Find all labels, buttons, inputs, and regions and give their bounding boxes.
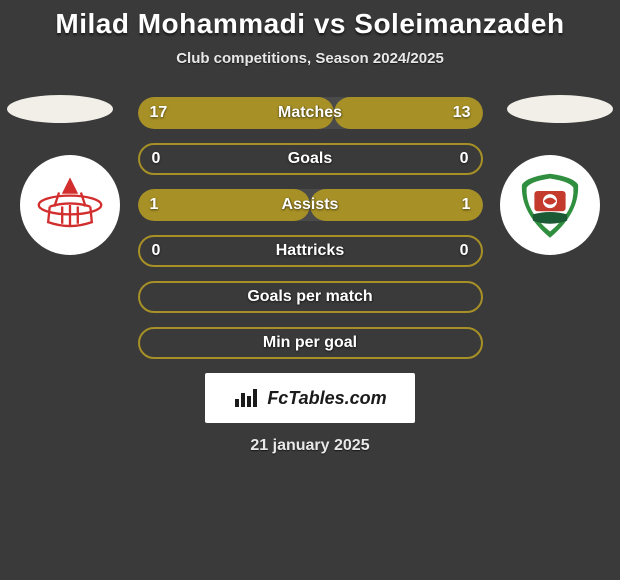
logo-bars-icon: [233, 387, 261, 409]
stat-value-right: 13: [453, 104, 471, 122]
stat-value-right: 0: [460, 242, 469, 260]
club-crest-right-icon: [511, 166, 589, 244]
stat-label: Goals: [288, 150, 332, 168]
flag-left: [7, 95, 113, 123]
flag-right: [507, 95, 613, 123]
stat-row: Assists 1 1: [138, 189, 483, 221]
stat-row: Min per goal: [138, 327, 483, 359]
stat-label: Assists: [282, 196, 339, 214]
stat-label: Goals per match: [247, 288, 372, 306]
stat-row: Goals 0 0: [138, 143, 483, 175]
subtitle: Club competitions, Season 2024/2025: [0, 50, 620, 67]
stat-label: Hattricks: [276, 242, 344, 260]
crest-left: [20, 155, 120, 255]
logo-plate: FcTables.com: [205, 373, 415, 423]
stat-row: Hattricks 0 0: [138, 235, 483, 267]
page-title: Milad Mohammadi vs Soleimanzadeh: [0, 8, 620, 40]
stat-value-left: 17: [150, 104, 168, 122]
stat-row: Matches 17 13: [138, 97, 483, 129]
stat-value-left: 0: [152, 150, 161, 168]
stat-value-right: 1: [462, 196, 471, 214]
crest-right: [500, 155, 600, 255]
stat-value-left: 0: [152, 242, 161, 260]
stat-value-left: 1: [150, 196, 159, 214]
logo-text: FcTables.com: [267, 388, 386, 409]
club-crest-left-icon: [31, 166, 109, 244]
stat-value-right: 0: [460, 150, 469, 168]
comparison-card: Milad Mohammadi vs Soleimanzadeh Club co…: [0, 0, 620, 580]
stat-label: Min per goal: [263, 334, 357, 352]
stats-arena: Matches1713Goals00Assists11Hattricks00Go…: [0, 95, 620, 455]
stats-list: Matches1713Goals00Assists11Hattricks00Go…: [138, 95, 483, 359]
date-text: 21 january 2025: [0, 437, 620, 455]
stat-row: Goals per match: [138, 281, 483, 313]
stat-label: Matches: [278, 104, 342, 122]
